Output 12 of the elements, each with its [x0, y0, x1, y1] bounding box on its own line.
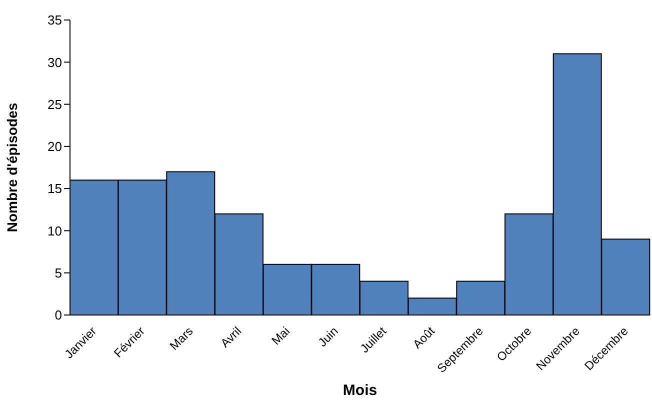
- y-tick-label: 35: [48, 12, 62, 28]
- y-tick-label: 15: [48, 181, 62, 196]
- y-axis-title: Nombre d'épisodes: [4, 102, 20, 232]
- y-tick-label: 10: [48, 223, 62, 238]
- y-tick-label: 5: [54, 265, 62, 280]
- y-tick-label: 0: [54, 308, 62, 323]
- x-tick-label: Mai: [268, 324, 292, 348]
- x-tick-label: Juin: [315, 324, 341, 350]
- y-tick-label: 25: [48, 96, 62, 112]
- x-axis-title: Mois: [342, 382, 378, 399]
- y-tick-label: 30: [48, 54, 62, 70]
- y-tick-label: 20: [48, 139, 62, 154]
